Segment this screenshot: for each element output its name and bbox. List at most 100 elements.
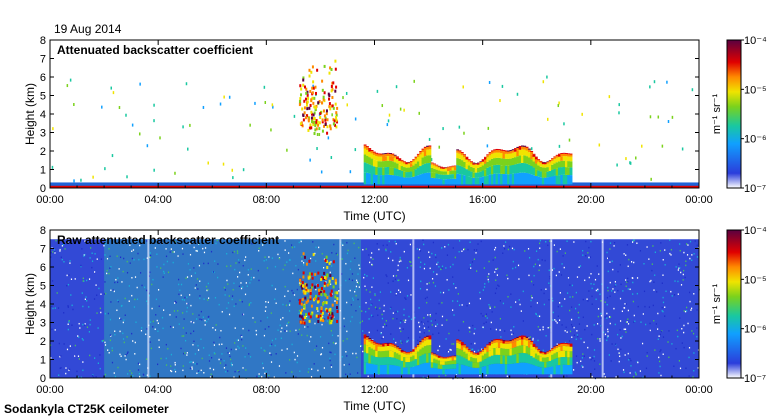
aerosol-cell	[323, 290, 326, 294]
noise-speck	[680, 284, 683, 286]
noise-speck	[619, 297, 622, 300]
noise-speck	[679, 267, 681, 269]
noise-speck	[125, 358, 127, 361]
cloud-cell	[504, 174, 508, 185]
aerosol-speck	[222, 162, 225, 166]
aerosol-cell	[318, 99, 321, 103]
noise-speck	[282, 317, 284, 319]
noise-speck	[396, 318, 398, 320]
noise-speck	[342, 244, 344, 247]
cloud-cell	[423, 150, 427, 157]
noise-speck	[193, 246, 195, 249]
aerosol-cell	[305, 114, 308, 118]
cloud-cell	[500, 355, 504, 364]
noise-speck	[485, 374, 487, 377]
cloud-cell	[430, 162, 434, 164]
cloud-cell	[398, 350, 402, 355]
cloud-cell	[514, 347, 517, 355]
cloud-cell	[375, 350, 379, 357]
aerosol-cell	[312, 253, 315, 257]
noise-speck	[624, 303, 626, 305]
x-tick-label: 08:00	[253, 194, 281, 206]
noise-speck	[237, 276, 239, 278]
noise-speck	[123, 341, 125, 344]
noise-speck	[388, 240, 390, 243]
noise-speck	[514, 266, 517, 269]
cloud-cell	[463, 365, 467, 375]
cloud-cell	[504, 165, 508, 175]
noise-speck	[468, 326, 470, 329]
aerosol-cell	[330, 104, 333, 108]
noise-speck	[535, 250, 538, 252]
noise-speck	[617, 348, 619, 351]
noise-speck	[559, 248, 561, 250]
noise-speck	[86, 279, 88, 282]
noise-speck	[355, 352, 357, 355]
cloud-cell	[537, 349, 541, 352]
aerosol-cell	[331, 104, 334, 108]
noise-speck	[237, 252, 239, 254]
noise-speck	[148, 294, 150, 297]
noise-speck	[50, 303, 52, 306]
noise-speck	[150, 321, 152, 323]
cloud-cell	[483, 176, 487, 185]
noise-speck	[209, 376, 212, 378]
aerosol-cell	[336, 319, 339, 323]
cloud-cell	[509, 158, 513, 166]
noise-speck	[157, 330, 159, 333]
noise-speck	[664, 306, 666, 308]
cloud-cell	[449, 170, 453, 175]
noise-speck	[51, 280, 54, 282]
noise-speck	[330, 330, 332, 332]
noise-speck	[519, 303, 521, 306]
cloud-cell	[412, 360, 416, 367]
noise-speck	[398, 260, 400, 263]
cloud-cell	[497, 339, 501, 341]
cloud-cell	[474, 358, 478, 363]
cloud-cell	[370, 348, 374, 356]
noise-speck	[266, 267, 269, 269]
noise-speck	[618, 360, 620, 363]
noise-speck	[128, 285, 130, 287]
noise-speck	[231, 364, 233, 367]
noise-speck	[584, 279, 586, 282]
cloud-cell	[421, 342, 425, 348]
noise-speck	[560, 274, 563, 276]
noise-speck	[578, 316, 580, 319]
noise-speck	[265, 259, 267, 261]
noise-speck	[186, 352, 188, 354]
cloud-cell	[479, 161, 483, 164]
noise-speck	[223, 367, 226, 369]
cloud-cell	[435, 355, 439, 357]
noise-speck	[137, 252, 139, 255]
noise-speck	[627, 309, 629, 312]
cloud-cell	[483, 349, 487, 354]
aerosol-speck	[271, 103, 274, 107]
cloud-cell	[514, 173, 517, 185]
noise-speck	[213, 352, 215, 354]
noise-speck	[221, 353, 223, 355]
cloud-cell	[558, 154, 561, 157]
aerosol-cell	[316, 68, 319, 72]
cloud-cell	[414, 353, 418, 360]
cloud-cell	[537, 159, 541, 162]
cloud-cell	[412, 165, 416, 171]
noise-speck	[172, 261, 174, 264]
noise-speck	[288, 252, 290, 254]
cloud-cell	[416, 156, 420, 162]
aerosol-speck	[312, 84, 314, 88]
noise-speck	[614, 285, 616, 287]
cloud-cell	[379, 156, 383, 162]
cloud-cell	[470, 166, 473, 172]
cloud-cell	[444, 167, 448, 169]
noise-speck	[617, 289, 619, 292]
noise-speck	[451, 309, 454, 311]
cloud-cell	[472, 163, 476, 165]
cloud-cell	[453, 174, 457, 179]
noise-speck	[599, 293, 601, 296]
noise-speck	[395, 341, 397, 344]
cloud-cell	[428, 336, 432, 340]
aerosol-cell	[308, 74, 311, 78]
noise-speck	[696, 256, 699, 258]
aerosol-cell	[300, 308, 303, 312]
